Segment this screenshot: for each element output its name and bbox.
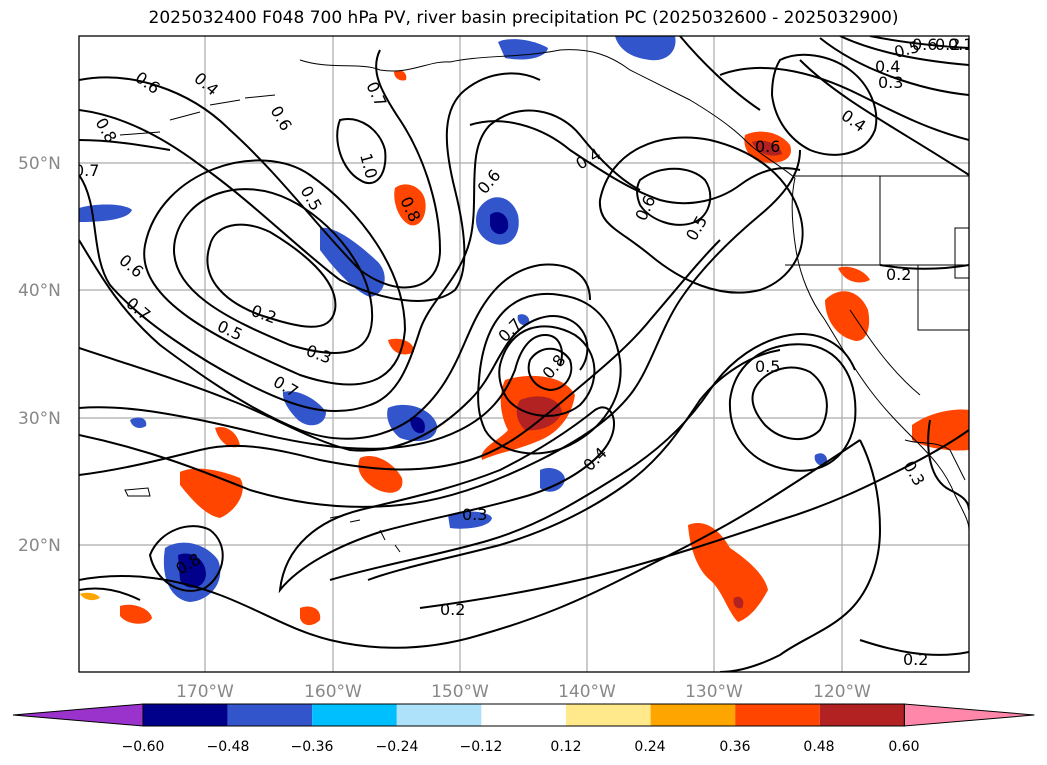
colorbar-segment [650, 704, 736, 726]
svg-text:20°N: 20°N [18, 536, 61, 556]
colorbar-segment [396, 704, 482, 726]
colorbar-tick-label: −0.48 [207, 739, 250, 755]
svg-text:0.7: 0.7 [74, 161, 99, 180]
svg-text:130°W: 130°W [685, 682, 743, 702]
svg-text:120°W: 120°W [813, 682, 871, 702]
colorbar-tick-label: 0.36 [719, 739, 750, 755]
colorbar-extend-low [12, 703, 144, 727]
svg-text:0.3: 0.3 [462, 505, 487, 524]
colorbar-tick-label: −0.24 [376, 739, 419, 755]
svg-text:0.2: 0.2 [886, 265, 911, 284]
colorbar-tick-label: −0.36 [291, 739, 334, 755]
colorbar-segment [566, 704, 651, 726]
colorbar-tick-label: 0.60 [888, 739, 919, 755]
latitude-labels: 50°N 40°N 30°N 20°N [18, 154, 61, 556]
svg-text:30°N: 30°N [18, 409, 61, 429]
svg-text:0.2: 0.2 [903, 650, 928, 669]
colorbar-tick-label: 0.48 [803, 739, 834, 755]
svg-text:160°W: 160°W [304, 682, 362, 702]
colorbar-segment [143, 704, 228, 726]
colorbar-tick-label: 0.24 [634, 739, 665, 755]
svg-text:140°W: 140°W [558, 682, 616, 702]
svg-text:150°W: 150°W [431, 682, 489, 702]
colorbar-tick-labels: −0.60 −0.48 −0.36 −0.24 −0.12 0.12 0.24 … [122, 739, 920, 755]
colorbar-tick-label: −0.12 [460, 739, 503, 755]
colorbar-segment [227, 704, 313, 726]
svg-text:170°W: 170°W [176, 682, 234, 702]
svg-text:50°N: 50°N [18, 154, 61, 174]
map-frame [78, 35, 970, 673]
colorbar-tick-label: 0.12 [550, 739, 581, 755]
svg-text:0.6: 0.6 [912, 35, 937, 54]
longitude-labels: 170°W 160°W 150°W 140°W 130°W 120°W [176, 682, 871, 702]
colorbar-segment [819, 704, 905, 726]
colorbar [12, 703, 1035, 727]
colorbar-segment [735, 704, 820, 726]
svg-text:0.3: 0.3 [878, 73, 903, 92]
svg-text:0.2: 0.2 [440, 600, 465, 619]
colorbar-segment [481, 704, 566, 726]
svg-text:0.5: 0.5 [755, 357, 780, 376]
colorbar-tick-label: −0.60 [122, 739, 165, 755]
map-title: 2025032400 F048 700 hPa PV, river basin … [148, 8, 899, 28]
svg-text:0.2: 0.2 [935, 35, 960, 54]
coastlines [119, 49, 969, 553]
map-area [79, 36, 969, 672]
colorbar-extend-high [903, 703, 1035, 727]
svg-text:0.6: 0.6 [755, 137, 780, 156]
svg-text:0.1: 0.1 [948, 35, 973, 54]
svg-text:40°N: 40°N [18, 281, 61, 301]
svg-text:0.4: 0.4 [875, 57, 900, 76]
colorbar-segment [312, 704, 397, 726]
pv-contours [79, 36, 969, 672]
colorbar-outline [142, 703, 905, 727]
